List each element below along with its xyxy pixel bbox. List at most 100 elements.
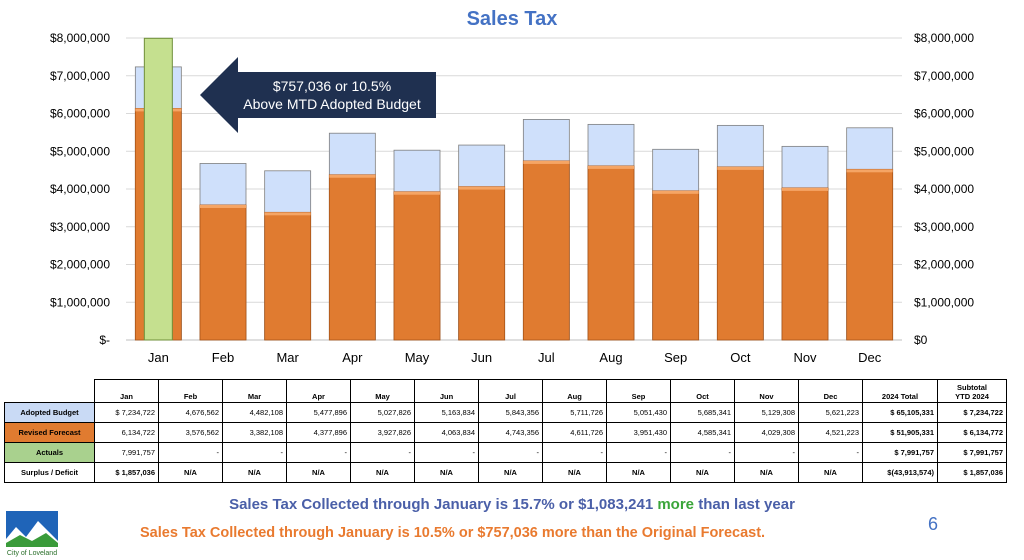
- table-cell: N/A: [478, 462, 543, 483]
- x-tick-label: May: [405, 350, 430, 365]
- table-column-header: Sep: [606, 379, 671, 403]
- sales-tax-table: Jan Feb Mar Apr May Jun Jul Aug Sep Oct Nov Dec 2024…: [4, 379, 1007, 483]
- bar-group: [134, 37, 894, 341]
- x-tick-label: Nov: [793, 350, 817, 365]
- city-logo: City of Loveland: [6, 511, 58, 557]
- revised-forecast-bar: [328, 174, 376, 341]
- table-cell: -: [222, 442, 287, 463]
- table-row: Surplus / Deficit $ 1,857,036 N/A N/A N/A N/A…: [4, 462, 1007, 483]
- left-tick-label: $7,000,000: [50, 69, 110, 83]
- table-body: Adopted Budget $ 7,234,722 4,676,562 4,482,…: [4, 402, 1007, 483]
- right-tick-label: $1,000,000: [914, 295, 974, 309]
- table-column-header: Jan: [94, 379, 159, 403]
- revised-forecast-bar-highlight: [588, 165, 634, 169]
- table-cell: 4,063,834: [414, 422, 479, 443]
- table-cell: -: [350, 442, 415, 463]
- right-tick-label: $6,000,000: [914, 107, 974, 121]
- table-cell: N/A: [286, 462, 351, 483]
- table-cell: -: [734, 442, 799, 463]
- page-number: 6: [928, 514, 939, 534]
- revised-forecast-bar-highlight: [329, 174, 376, 178]
- table-row-label: Revised Forecast: [4, 422, 95, 443]
- table-cell: N/A: [542, 462, 607, 483]
- table-cell: N/A: [670, 462, 735, 483]
- right-tick-label: $4,000,000: [914, 182, 974, 196]
- table-cell: N/A: [222, 462, 287, 483]
- table-cell: $ 7,991,757: [937, 442, 1007, 463]
- table-cell: -: [414, 442, 479, 463]
- table-cell: 4,029,308: [734, 422, 799, 443]
- table-cell: -: [478, 442, 543, 463]
- table-cell: 5,711,726: [542, 402, 607, 423]
- table-cell: 4,482,108: [222, 402, 287, 423]
- revised-forecast-bar: [587, 165, 635, 341]
- left-tick-label: $8,000,000: [50, 31, 110, 45]
- table-column-header: Nov: [734, 379, 799, 403]
- table-cell: 5,051,430: [606, 402, 671, 423]
- right-tick-label: $2,000,000: [914, 258, 974, 272]
- left-y-axis: $- $1,000,000 $2,000,000 $3,000,000 $4,000,0…: [50, 31, 110, 347]
- table-cell: $(43,913,574): [862, 462, 938, 483]
- revised-forecast-bar-highlight: [717, 166, 764, 170]
- table-row-label: Actuals: [4, 442, 95, 463]
- table-cell: N/A: [798, 462, 863, 483]
- table-cell: $ 6,134,772: [937, 422, 1007, 443]
- x-tick-label: Feb: [212, 350, 234, 365]
- table-cell: N/A: [350, 462, 415, 483]
- table-row-label: Adopted Budget: [4, 402, 95, 423]
- hills-icon: [6, 533, 58, 547]
- table-row-label: Surplus / Deficit: [4, 462, 95, 483]
- table-cell: 5,621,223: [798, 402, 863, 423]
- table-cell: 4,743,356: [478, 422, 543, 443]
- x-axis-labels: Jan Feb Mar Apr May Jun Jul Aug Sep Oct Nov Dec: [148, 350, 882, 365]
- left-tick-label: $2,000,000: [50, 258, 110, 272]
- table-column-header: Jun: [414, 379, 479, 403]
- revised-forecast-bar: [393, 191, 441, 341]
- actuals-bar: [143, 37, 173, 341]
- table-cell: 5,163,834: [414, 402, 479, 423]
- callout-arrow: [200, 57, 436, 133]
- right-tick-label: $8,000,000: [914, 31, 974, 45]
- table-cell: 5,685,341: [670, 402, 735, 423]
- table-column-header: Oct: [670, 379, 735, 403]
- table-cell: N/A: [414, 462, 479, 483]
- table-cell: 3,927,826: [350, 422, 415, 443]
- logo-text: City of Loveland: [7, 550, 57, 557]
- table-cell: 4,585,341: [670, 422, 735, 443]
- chart-title: Sales Tax: [467, 8, 558, 30]
- table-cell: $ 7,234,722: [937, 402, 1007, 423]
- footer-line-1-end: than last year: [698, 496, 795, 513]
- table-cell: 5,129,308: [734, 402, 799, 423]
- revised-forecast-bar-highlight: [523, 160, 570, 164]
- left-tick-label: $3,000,000: [50, 220, 110, 234]
- table-cell: N/A: [734, 462, 799, 483]
- revised-forecast-bar-highlight: [846, 169, 893, 173]
- right-y-axis: $0 $1,000,000 $2,000,000 $3,000,000 $4,000,0…: [914, 31, 974, 347]
- table-cell: N/A: [606, 462, 671, 483]
- table-row: Adopted Budget $ 7,234,722 4,676,562 4,482,…: [4, 402, 1007, 423]
- revised-forecast-bar-highlight: [458, 186, 505, 190]
- table-cell: $ 7,234,722: [94, 402, 159, 423]
- x-tick-label: Jul: [538, 350, 555, 365]
- x-tick-label: Sep: [664, 350, 687, 365]
- table-cell: $ 51,905,331: [862, 422, 938, 443]
- table-cell: 3,576,562: [158, 422, 223, 443]
- table-cell: -: [670, 442, 735, 463]
- footer-line-1-more: more: [657, 496, 695, 513]
- table-corner: [4, 379, 95, 403]
- table-column-header: Apr: [286, 379, 351, 403]
- revised-forecast-bar: [652, 190, 700, 341]
- table-cell: 5,027,826: [350, 402, 415, 423]
- table-cell: N/A: [158, 462, 223, 483]
- table-column-header: May: [350, 379, 415, 403]
- x-tick-label: Aug: [599, 350, 622, 365]
- table-row: Revised Forecast 6,134,722 3,576,562 3,382,…: [4, 422, 1007, 443]
- left-tick-label: $-: [99, 333, 110, 347]
- revised-forecast-bar-highlight: [200, 204, 246, 208]
- footer-line-1-text: Sales Tax Collected through January is 1…: [229, 496, 654, 513]
- revised-forecast-bar: [264, 211, 312, 341]
- revised-forecast-bar: [522, 160, 570, 341]
- table-cell: 3,382,108: [222, 422, 287, 443]
- revised-forecast-bar: [716, 166, 764, 341]
- table-column-header: Jul: [478, 379, 543, 403]
